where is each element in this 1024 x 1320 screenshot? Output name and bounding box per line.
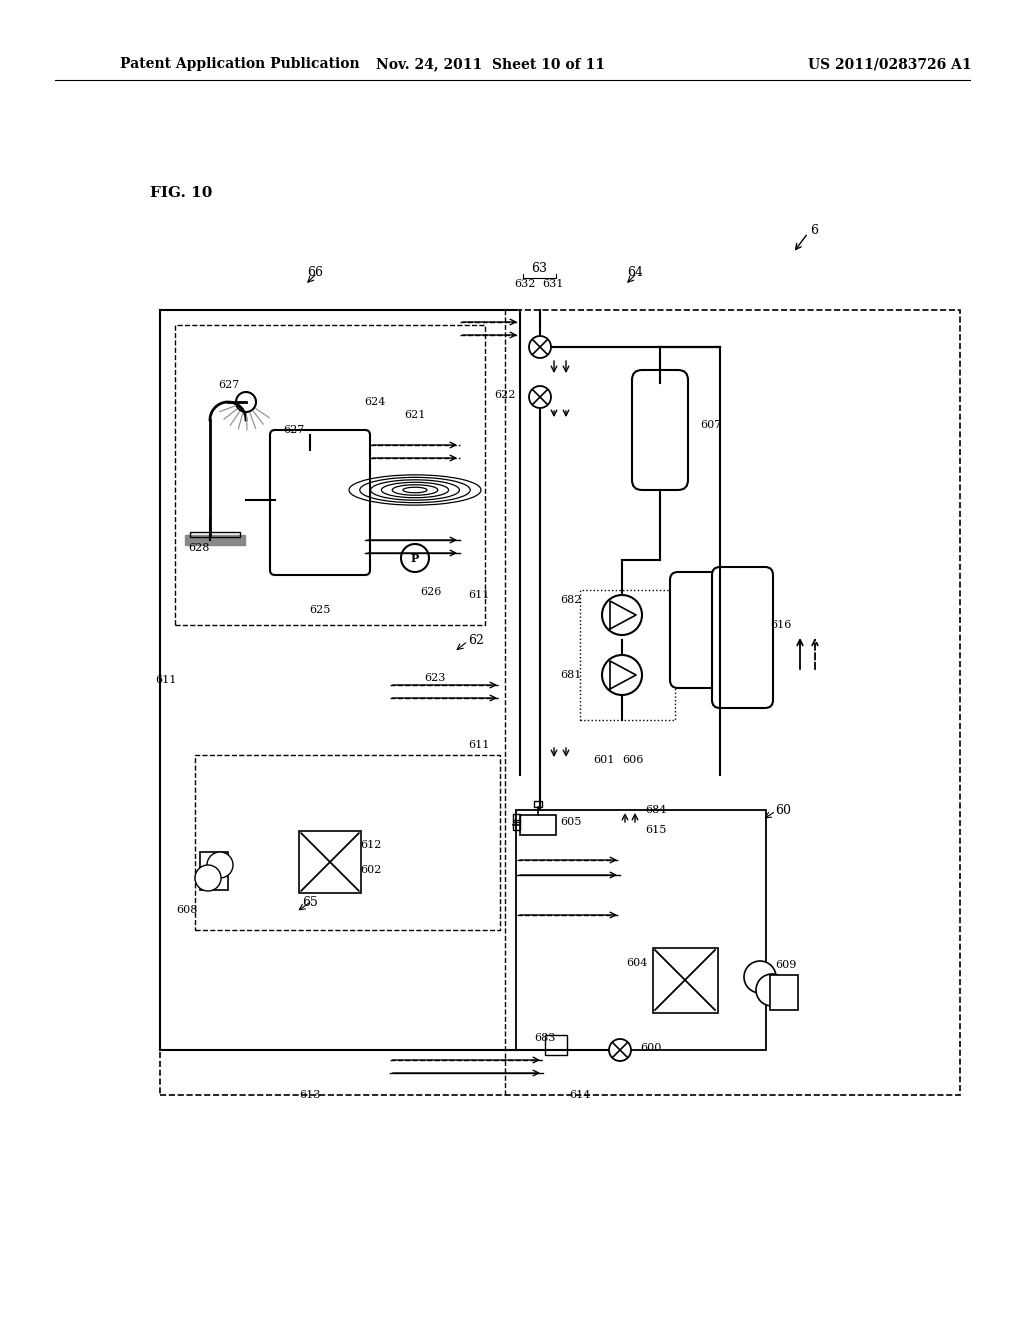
Text: 684: 684 — [645, 805, 667, 814]
Text: 615: 615 — [645, 825, 667, 836]
Text: 64: 64 — [627, 265, 643, 279]
Text: 602: 602 — [360, 865, 381, 875]
Text: 613: 613 — [299, 1090, 321, 1100]
Text: 622: 622 — [495, 389, 516, 400]
Text: 605: 605 — [560, 817, 582, 828]
Bar — [185, 535, 245, 545]
Circle shape — [609, 1039, 631, 1061]
Bar — [545, 1035, 567, 1055]
Bar — [534, 801, 542, 807]
FancyBboxPatch shape — [670, 572, 726, 688]
Text: Patent Application Publication: Patent Application Publication — [120, 57, 359, 71]
Text: 611: 611 — [469, 590, 490, 601]
Text: 601: 601 — [594, 755, 615, 766]
Circle shape — [744, 961, 776, 993]
Text: Nov. 24, 2011  Sheet 10 of 11: Nov. 24, 2011 Sheet 10 of 11 — [376, 57, 604, 71]
Bar — [516, 810, 766, 1049]
Text: FIG. 10: FIG. 10 — [150, 186, 212, 201]
Text: 627: 627 — [284, 425, 305, 436]
Text: 607: 607 — [700, 420, 721, 430]
FancyBboxPatch shape — [632, 370, 688, 490]
Bar — [299, 830, 361, 894]
Text: 612: 612 — [360, 840, 381, 850]
Text: 632: 632 — [514, 279, 536, 289]
Text: 606: 606 — [622, 755, 643, 766]
Bar — [160, 310, 961, 1096]
Text: 65: 65 — [302, 895, 317, 908]
Bar — [652, 948, 718, 1012]
Bar — [770, 975, 798, 1010]
Text: 608: 608 — [176, 906, 198, 915]
Text: 683: 683 — [535, 1034, 556, 1043]
Text: 60: 60 — [775, 804, 791, 817]
Text: 66: 66 — [307, 265, 323, 279]
Circle shape — [529, 385, 551, 408]
Text: 625: 625 — [309, 605, 331, 615]
Circle shape — [602, 655, 642, 696]
Bar — [513, 814, 520, 822]
Text: 626: 626 — [420, 587, 441, 597]
Bar — [175, 325, 485, 624]
Bar — [195, 755, 500, 931]
Text: US 2011/0283726 A1: US 2011/0283726 A1 — [808, 57, 972, 71]
Text: 604: 604 — [627, 958, 648, 968]
Text: 682: 682 — [560, 595, 582, 605]
Bar — [520, 814, 556, 836]
Circle shape — [195, 865, 221, 891]
FancyBboxPatch shape — [270, 430, 370, 576]
Text: 623: 623 — [424, 673, 445, 682]
Circle shape — [602, 595, 642, 635]
Bar — [190, 532, 240, 537]
Text: 631: 631 — [543, 279, 563, 289]
Text: 624: 624 — [365, 397, 386, 407]
Text: P: P — [411, 553, 419, 564]
Circle shape — [207, 851, 233, 878]
Text: 681: 681 — [560, 671, 582, 680]
Bar — [513, 820, 520, 830]
Text: 611: 611 — [155, 675, 176, 685]
Text: 6: 6 — [810, 223, 818, 236]
Circle shape — [756, 974, 788, 1006]
Bar — [580, 590, 675, 719]
Bar — [200, 851, 228, 890]
Text: 63: 63 — [531, 261, 547, 275]
FancyBboxPatch shape — [712, 568, 773, 708]
Text: 614: 614 — [569, 1090, 591, 1100]
Text: 621: 621 — [404, 411, 426, 420]
Text: 609: 609 — [775, 960, 797, 970]
Text: 616: 616 — [770, 620, 792, 630]
Text: 611: 611 — [469, 741, 490, 750]
Text: 627: 627 — [218, 380, 240, 389]
Circle shape — [401, 544, 429, 572]
Circle shape — [529, 337, 551, 358]
Text: 600: 600 — [640, 1043, 662, 1053]
Text: 628: 628 — [188, 543, 209, 553]
Text: 62: 62 — [468, 634, 484, 647]
